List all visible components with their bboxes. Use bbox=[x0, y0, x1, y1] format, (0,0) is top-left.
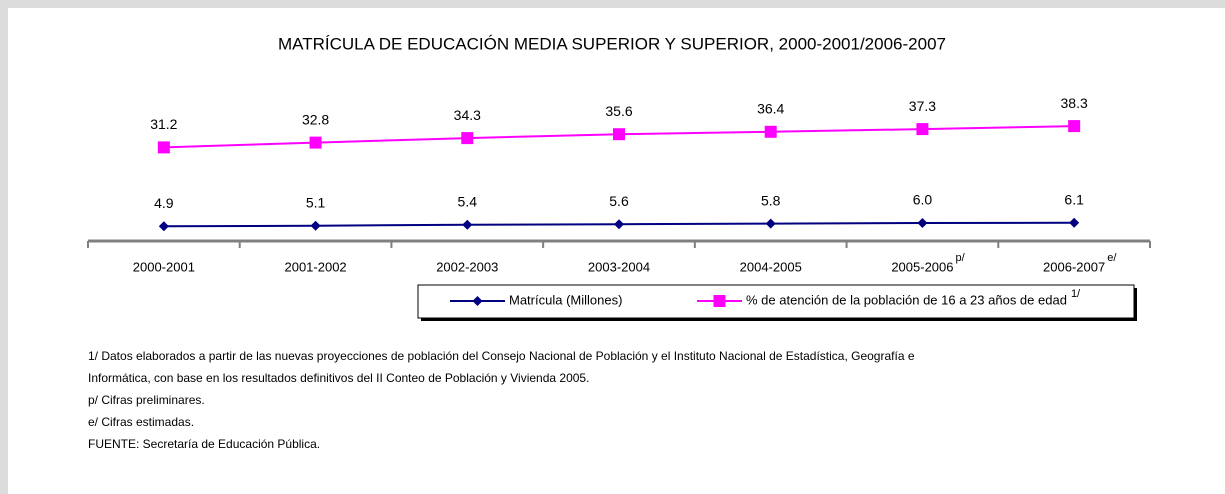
x-tick-label: 2004-2005 bbox=[740, 259, 802, 274]
category-note: e/ bbox=[1107, 252, 1117, 264]
marker bbox=[1068, 120, 1081, 133]
marker bbox=[614, 219, 624, 230]
x-tick-label: 2000-2001 bbox=[133, 259, 195, 274]
legend-note: 1/ bbox=[1071, 288, 1081, 300]
data-label: 38.3 bbox=[1061, 95, 1088, 111]
marker bbox=[917, 218, 928, 228]
marker bbox=[310, 220, 321, 231]
legend-marker bbox=[713, 295, 726, 307]
marker bbox=[764, 125, 777, 138]
marker bbox=[462, 219, 473, 230]
data-label: 34.3 bbox=[454, 107, 481, 123]
footnote: 1/ Datos elaborados a partir de las nuev… bbox=[88, 349, 915, 363]
footnote: e/ Cifras estimadas. bbox=[88, 415, 194, 429]
x-tick-label: 2002-2003 bbox=[436, 259, 498, 274]
x-tick-label: 2001-2002 bbox=[284, 259, 346, 274]
data-label: 37.3 bbox=[909, 98, 936, 114]
marker bbox=[1069, 217, 1080, 228]
footnote: FUENTE: Secretaría de Educación Pública. bbox=[88, 437, 320, 451]
legend-marker bbox=[472, 296, 483, 306]
data-label: 5.4 bbox=[458, 194, 478, 210]
legend-box bbox=[417, 284, 1135, 319]
marker bbox=[309, 136, 322, 149]
x-tick-label: 2003-2004 bbox=[588, 259, 650, 274]
category-note: p/ bbox=[956, 252, 966, 264]
data-label: 6.1 bbox=[1064, 191, 1084, 207]
marker bbox=[613, 128, 625, 141]
data-label: 5.1 bbox=[306, 194, 326, 210]
legend-label: % de atención de la población de 16 a 23… bbox=[746, 292, 1067, 307]
footnote: p/ Cifras preliminares. bbox=[88, 393, 205, 407]
footnote: Informática, con base en los resultados … bbox=[88, 371, 589, 385]
marker bbox=[765, 218, 776, 229]
data-label: 5.8 bbox=[761, 192, 781, 208]
data-label: 5.6 bbox=[609, 193, 629, 209]
x-tick-label: 2006-2007 bbox=[1043, 259, 1105, 274]
chart-title: MATRÍCULA DE EDUCACIÓN MEDIA SUPERIOR Y … bbox=[278, 34, 946, 53]
marker bbox=[157, 141, 170, 154]
legend-label: Matrícula (Millones) bbox=[509, 292, 622, 307]
marker bbox=[916, 123, 929, 136]
marker bbox=[158, 221, 169, 232]
data-label: 35.6 bbox=[605, 103, 632, 119]
data-label: 4.9 bbox=[154, 195, 174, 211]
data-label: 36.4 bbox=[757, 101, 784, 117]
data-label: 6.0 bbox=[913, 192, 933, 208]
marker bbox=[461, 132, 474, 145]
data-label: 32.8 bbox=[302, 111, 329, 127]
data-label: 31.2 bbox=[150, 116, 177, 132]
x-tick-label: 2005-2006 bbox=[891, 259, 953, 274]
